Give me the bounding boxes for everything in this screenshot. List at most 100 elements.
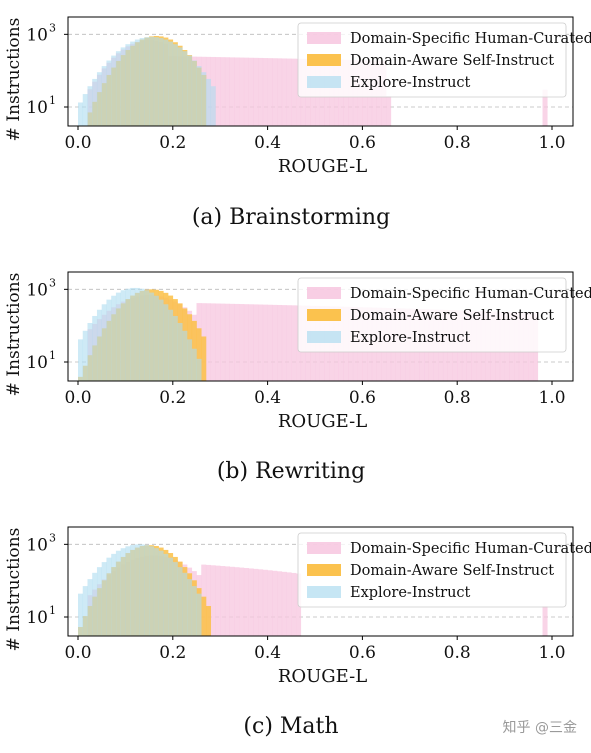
bars [78, 544, 548, 636]
bar-3-2 [87, 322, 93, 381]
bar-3-11 [130, 41, 136, 126]
bar-1-30 [220, 566, 226, 636]
bar-3-23 [187, 55, 193, 126]
x-axis-label: ROUGE-L [278, 156, 367, 177]
bar-1-34 [239, 304, 245, 381]
legend-label-3: Explore-Instruct [350, 75, 471, 91]
bar-1-27 [205, 303, 212, 381]
bar-3-15 [149, 546, 155, 636]
bar-3-4 [96, 567, 102, 636]
x-tick-label: 0.0 [64, 643, 91, 663]
y-axis-label: # Instructions [4, 273, 24, 397]
x-tick-label: 0.4 [254, 388, 281, 408]
bar-1-41 [272, 570, 278, 636]
bar-3-1 [82, 586, 88, 636]
bar-2-26 [201, 596, 207, 636]
bar-3-22 [182, 51, 188, 126]
x-tick-label: 0.4 [254, 643, 281, 663]
bar-3-2 [87, 86, 93, 126]
bar-3-21 [177, 322, 183, 381]
x-tick-label: 0.6 [349, 133, 376, 153]
bar-1-38 [258, 569, 264, 636]
bar-3-4 [96, 309, 102, 381]
bar-3-18 [163, 553, 169, 636]
legend-label-3: Explore-Instruct [350, 585, 471, 601]
watermark: 知乎 @三金 [502, 720, 577, 736]
bar-3-9 [120, 290, 126, 381]
bar-3-21 [177, 47, 183, 126]
legend-label-1: Domain-Specific Human-Curated [350, 286, 591, 302]
bar-3-10 [125, 44, 131, 126]
y-tick-label: 10 [26, 280, 48, 300]
plot-frame [67, 16, 574, 127]
y-axis-label: # Instructions [4, 528, 24, 652]
bar-1-32 [234, 57, 240, 126]
bar-3-12 [134, 544, 140, 636]
bar-3-16 [153, 37, 159, 126]
bar-1-37 [253, 304, 259, 381]
plot-frame [67, 271, 574, 382]
y-tick-exponent: 1 [49, 604, 56, 617]
bar-3-17 [158, 299, 164, 381]
bar-1-40 [267, 304, 273, 381]
x-axis-label: ROUGE-L [278, 411, 367, 432]
bar-1-28 [210, 565, 216, 636]
bar-3-14 [144, 37, 150, 126]
bar-1-44 [286, 572, 292, 636]
bar-1-40 [272, 58, 278, 126]
x-tick-label: 0.0 [64, 388, 91, 408]
x-tick-label: 0.2 [159, 133, 186, 153]
bar-3-8 [115, 292, 121, 381]
bar-3-25 [196, 66, 202, 126]
bar-1-38 [258, 304, 264, 381]
y-tick-label: 10 [26, 25, 48, 45]
bar-1-43 [281, 305, 287, 381]
bar-3-25 [196, 593, 202, 636]
bar-2-27 [205, 605, 212, 636]
bar-1-27 [205, 564, 212, 636]
bar-3-12 [134, 39, 140, 126]
y-tick-label: 10 [26, 353, 48, 373]
bar-3-22 [182, 330, 188, 381]
bar-1-38 [262, 58, 268, 126]
bar-3-4 [96, 72, 102, 126]
y-tick-exponent: 3 [49, 531, 56, 544]
x-tick-label: 0.6 [349, 388, 376, 408]
legend-swatch-2 [307, 54, 341, 66]
bar-3-20 [172, 315, 178, 381]
bar-1-45 [291, 305, 297, 381]
bar-3-5 [101, 562, 107, 636]
bar-1-29 [215, 303, 221, 381]
bar-1-31 [229, 57, 235, 126]
y-tick-label: 10 [26, 98, 48, 118]
bar-1-33 [234, 303, 240, 381]
bar-1-41 [272, 304, 278, 381]
plot-frame [67, 526, 574, 637]
legend-label-3: Explore-Instruct [350, 330, 471, 346]
y-tick-exponent: 3 [49, 276, 56, 289]
bar-1-35 [248, 57, 254, 126]
bar-3-18 [163, 304, 169, 381]
legend: Domain-Specific Human-Curated Domain-Awar… [297, 532, 591, 608]
bar-1-98 [542, 606, 548, 636]
legend-swatch-2 [307, 564, 341, 576]
bar-3-12 [134, 287, 140, 381]
bar-1-64 [386, 96, 392, 126]
x-tick-label: 0.0 [64, 133, 91, 153]
bar-1-41 [277, 58, 283, 126]
x-tick-label: 0.6 [349, 643, 376, 663]
x-tick-label: 0.8 [444, 388, 471, 408]
bar-1-40 [267, 570, 273, 636]
legend-swatch-1 [307, 287, 341, 299]
y-axis-label: # Instructions [4, 18, 24, 142]
bar-1-32 [229, 566, 235, 636]
bar-1-35 [243, 304, 249, 381]
bar-2-26 [201, 336, 207, 381]
y-tick-label: 10 [26, 608, 48, 628]
legend-swatch-3 [307, 76, 341, 88]
bar-3-8 [115, 51, 121, 126]
